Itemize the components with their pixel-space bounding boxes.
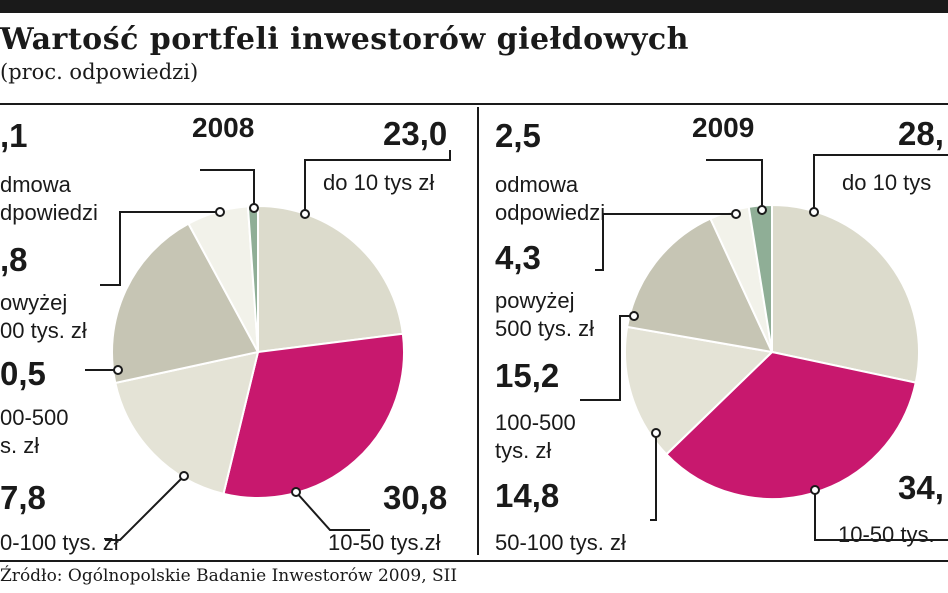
leader-dots	[113, 203, 820, 497]
dot-2008-powyzej	[215, 207, 225, 217]
label-2008-odmowa-1: dmowa	[0, 172, 71, 197]
leader-2008-50-100	[105, 475, 185, 541]
label-2009-powyzej-1: powyżej	[495, 288, 575, 313]
dot-2009-odmowa	[757, 205, 767, 215]
label-2008-powyzej-2: 00 tys. zł	[0, 318, 87, 343]
label-2009-100-500-2: tys. zł	[495, 438, 552, 463]
label-2009-do10: do 10 tys	[842, 170, 932, 195]
value-2009-50-100: 14,8	[495, 477, 560, 514]
source-note: Źródło: Ogólnopolskie Badanie Inwestorów…	[0, 566, 458, 586]
value-2008-do10: 23,0	[383, 115, 448, 152]
year-2009: 2009	[692, 112, 755, 143]
panel-divider	[477, 107, 479, 555]
label-2009-powyzej-2: 500 tys. zł	[495, 316, 595, 341]
dot-2009-50-100	[651, 428, 661, 438]
pie-slice-2009-50-100	[624, 325, 775, 456]
dot-2008-100-500	[113, 365, 123, 375]
value-2008-100-500: 0,5	[0, 355, 46, 392]
pie-slice-2008-do10	[257, 204, 404, 354]
leader-2009-do10	[813, 154, 948, 212]
pie-slice-2008-50-100	[114, 350, 260, 496]
pie-slice-2008-10-50	[222, 332, 405, 499]
value-2009-100-500: 15,2	[495, 357, 560, 394]
label-2008-10-50: 10-50 tys.zł	[328, 530, 441, 555]
year-2008: 2008	[192, 112, 255, 143]
label-2008-100-500-2: s. zł	[0, 433, 40, 458]
leader-2008-odmowa	[200, 169, 255, 208]
value-2009-do10: 28,	[898, 115, 944, 152]
leader-2008-10-50	[295, 491, 370, 531]
chart-title: Wartość portfeli inwestorów giełdowych	[0, 22, 689, 57]
dot-2009-do10	[809, 207, 819, 217]
leader-2009-odmowa	[706, 159, 763, 210]
leader-2008-powyzej	[100, 211, 220, 286]
value-2009-odmowa: 2,5	[495, 117, 541, 154]
pie-slice-2009-do10	[771, 203, 920, 384]
label-2009-odmowa-2: odpowiedzi	[495, 200, 606, 225]
leader-2009-50-100	[650, 433, 657, 521]
leader-2009-10-50	[814, 490, 948, 541]
label-2008-odmowa-2: dpowiedzi	[0, 200, 98, 225]
label-2009-10-50: 10-50 tys.	[838, 522, 935, 547]
leader-2009-powyzej	[595, 213, 736, 271]
leader-lines	[85, 150, 948, 541]
leader-2009-100-500	[580, 315, 634, 401]
dot-2008-do10	[300, 209, 310, 219]
pie-slice-2008-100-500	[111, 222, 260, 385]
dot-2008-50-100	[179, 471, 189, 481]
dot-2009-10-50	[810, 485, 820, 495]
dot-2008-odmowa	[249, 203, 259, 213]
label-2008-50-100: 0-100 tys. zł	[0, 530, 119, 555]
dot-2008-10-50	[291, 487, 301, 497]
chart-subtitle: (proc. odpowiedzi)	[0, 60, 199, 84]
value-2008-10-50: 30,8	[383, 479, 448, 516]
label-2008-do10: do 10 tys zł	[323, 170, 435, 195]
dot-2009-100-500	[629, 311, 639, 321]
pie-2009	[624, 203, 920, 500]
label-2009-50-100: 50-100 tys. zł	[495, 530, 626, 555]
leader-2008-do10	[304, 150, 451, 214]
value-2008-50-100: 7,8	[0, 479, 46, 516]
value-2009-10-50: 34,	[898, 469, 944, 506]
top-bar	[0, 0, 948, 13]
value-2008-powyzej: ,8	[0, 241, 28, 278]
value-2009-powyzej: 4,3	[495, 239, 541, 276]
dot-2009-powyzej	[731, 209, 741, 219]
footer-rule	[0, 560, 948, 562]
label-2009-odmowa-1: odmowa	[495, 172, 579, 197]
value-2008-odmowa: ,1	[0, 117, 28, 154]
label-2008-100-500-1: 00-500	[0, 405, 69, 430]
label-2009-100-500-1: 100-500	[495, 410, 576, 435]
header-rule	[0, 103, 948, 105]
label-2008-powyzej-1: owyżej	[0, 290, 68, 315]
